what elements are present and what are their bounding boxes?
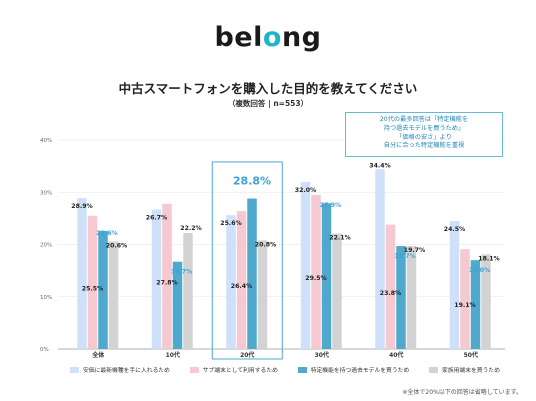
legend-swatch bbox=[297, 366, 307, 373]
callout-line: 自分に合った特定機能を重視 bbox=[383, 142, 465, 150]
logo-text-accent: o bbox=[262, 22, 282, 53]
callout-line: 持つ過去モデルを買うため」 bbox=[383, 124, 465, 132]
data-label: 27.8% bbox=[156, 279, 177, 286]
data-label: 17.0% bbox=[469, 267, 490, 274]
bar bbox=[396, 246, 406, 349]
data-label: 22.1% bbox=[329, 235, 350, 242]
data-label: 19.1% bbox=[454, 302, 475, 309]
bar bbox=[108, 241, 119, 349]
bar bbox=[470, 260, 481, 349]
data-label: 29.5% bbox=[305, 275, 326, 282]
bar bbox=[375, 169, 385, 349]
bar bbox=[332, 233, 342, 349]
data-label: 25.6% bbox=[220, 220, 241, 227]
data-label: 16.7% bbox=[171, 269, 192, 276]
x-tick-label: 40代 bbox=[389, 351, 403, 359]
data-label: 27.9% bbox=[320, 202, 341, 209]
y-tick-label: 40% bbox=[40, 138, 52, 144]
data-label: 23.8% bbox=[380, 290, 401, 297]
logo-text-post: ng bbox=[281, 22, 322, 53]
callout-line: 「価格の安さ」より bbox=[396, 133, 452, 141]
x-tick-label: 20代 bbox=[240, 351, 254, 359]
legend-item: 家族用端末を買うため bbox=[429, 365, 500, 374]
bar bbox=[183, 233, 193, 349]
x-tick-label: 50代 bbox=[464, 351, 478, 359]
bar bbox=[162, 203, 172, 349]
bar bbox=[77, 197, 87, 349]
data-label: 25.5% bbox=[82, 285, 103, 292]
bar bbox=[311, 194, 321, 349]
x-tick-label: 30代 bbox=[315, 351, 329, 359]
logo-text-pre: bel bbox=[214, 22, 263, 53]
bar bbox=[481, 254, 491, 349]
chart-subtitle: （複数回答 | n=553） bbox=[227, 99, 309, 108]
y-tick-label: 10% bbox=[40, 295, 52, 301]
legend-label: 家族用端末を買うため bbox=[442, 368, 500, 374]
y-tick-label: 0% bbox=[40, 347, 49, 353]
footnote: ※全体で20%以下の回答は省略しています。 bbox=[402, 389, 522, 396]
legend-swatch bbox=[189, 366, 199, 373]
bar bbox=[151, 209, 162, 349]
data-label: 20.6% bbox=[106, 242, 127, 249]
data-label: 22.6% bbox=[96, 230, 117, 237]
bar bbox=[449, 220, 460, 349]
legend-item: 安価に最新機種を手に入れるため bbox=[70, 365, 170, 374]
bar bbox=[98, 230, 108, 349]
data-label: 19.7% bbox=[404, 247, 425, 254]
bar bbox=[300, 181, 311, 349]
bar bbox=[172, 261, 183, 349]
data-label: 32.0% bbox=[295, 187, 316, 194]
x-tick-label: 全体 bbox=[91, 351, 105, 359]
bar bbox=[226, 215, 236, 349]
data-label: 18.1% bbox=[478, 255, 499, 262]
data-label: 24.5% bbox=[444, 226, 465, 233]
bar bbox=[87, 215, 98, 349]
bar bbox=[460, 249, 470, 349]
legend-item: 特定機能を持つ過去モデルを買うため bbox=[297, 365, 410, 374]
data-label: 26.4% bbox=[231, 283, 252, 290]
y-tick-label: 30% bbox=[40, 190, 52, 196]
data-label: 28.8% bbox=[233, 175, 271, 188]
bar bbox=[247, 198, 257, 349]
legend-swatch bbox=[70, 366, 79, 373]
legend-label: サブ端末として利用するため bbox=[202, 368, 278, 374]
data-label: 22.2% bbox=[180, 225, 201, 232]
bar bbox=[257, 240, 268, 349]
data-label: 34.4% bbox=[369, 162, 390, 169]
callout-box: 20代の最多回答は「特定機能を 持つ過去モデルを買うため」 「価格の安さ」より … bbox=[345, 112, 503, 157]
bar bbox=[385, 224, 396, 349]
bar bbox=[321, 203, 332, 349]
bar bbox=[236, 211, 247, 349]
legend-swatch bbox=[429, 366, 439, 373]
x-tick-label: 10代 bbox=[166, 351, 180, 359]
callout-line: 20代の最多回答は「特定機能を bbox=[379, 116, 469, 123]
legend-label: 安価に最新機種を手に入れるため bbox=[83, 368, 170, 374]
legend-label: 特定機能を持つ過去モデルを買うため bbox=[310, 368, 410, 374]
brand-logo: belong bbox=[0, 22, 536, 53]
y-tick-label: 20% bbox=[40, 243, 52, 249]
legend-item: サブ端末として利用するため bbox=[189, 365, 278, 374]
bar bbox=[406, 246, 417, 349]
chart-legend: 安価に最新機種を手に入れるため サブ端末として利用するため 特定機能を持つ過去モ… bbox=[70, 365, 500, 374]
data-label: 19.7% bbox=[394, 253, 415, 260]
data-label: 28.9% bbox=[71, 203, 92, 210]
highlight-box bbox=[211, 161, 283, 360]
data-label: 26.7% bbox=[146, 214, 167, 221]
data-label: 20.8% bbox=[255, 241, 276, 248]
chart-title: 中古スマートフォンを購入した目的を教えてください bbox=[118, 81, 418, 96]
